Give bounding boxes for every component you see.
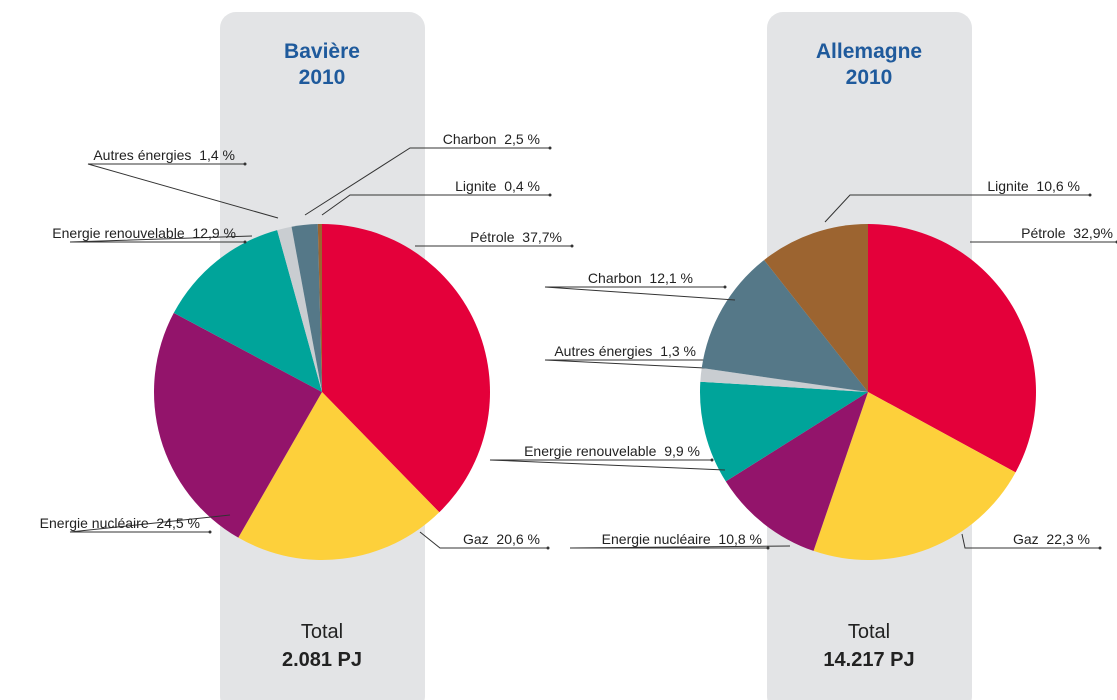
slice-label: Charbon 12,1 % [588, 270, 693, 286]
slice-label: Pétrole 32,9% [1021, 225, 1113, 241]
slice-value: 9,9 % [664, 443, 700, 459]
chart-subtitle: 2010 [846, 66, 893, 89]
slice-name: Autres énergies [93, 147, 191, 163]
leader-line [87, 163, 279, 219]
slice-name: Charbon [588, 270, 642, 286]
leader-line [419, 531, 548, 549]
pie-slice [700, 381, 868, 482]
pie-slice [317, 224, 322, 392]
slice-name: Energie renouvelable [524, 443, 657, 459]
slice-label: Energie renouvelable 9,9 % [524, 443, 700, 459]
slice-name: Energie renouvelable [52, 225, 185, 241]
slice-value: 1,3 % [660, 343, 696, 359]
total-label: Total [301, 621, 343, 643]
slice-label: Autres énergies 1,4 % [93, 147, 235, 163]
slice-value: 12,9 % [192, 225, 236, 241]
pie-slice [238, 392, 440, 560]
leader-line [489, 459, 726, 471]
leader-dot [548, 146, 552, 150]
pie-slice [764, 224, 868, 392]
slice-value: 1,4 % [199, 147, 235, 163]
slice-name: Lignite [987, 178, 1028, 194]
leader-line [824, 194, 1090, 223]
leader-dot [1088, 193, 1092, 197]
leader-line [69, 235, 253, 243]
total-value: 2.081 PJ [282, 649, 362, 671]
slice-name: Pétrole [470, 229, 515, 245]
slice-value: 2,5 % [504, 131, 540, 147]
pie-slice [868, 224, 1036, 473]
slice-label: Lignite 10,6 % [987, 178, 1080, 194]
pie-slice [701, 259, 868, 392]
slice-name: Gaz [463, 531, 489, 547]
leader-dot [208, 530, 212, 534]
slice-label: Autres énergies 1,3 % [554, 343, 696, 359]
slice-value: 32,9% [1073, 225, 1113, 241]
leader-line [304, 147, 550, 216]
pie-slice [700, 368, 868, 392]
pie-slice [813, 392, 1016, 560]
pie-slice [277, 226, 322, 392]
leader-line [544, 286, 736, 301]
slice-value: 20,6 % [496, 531, 540, 547]
leader-line [544, 359, 710, 369]
slice-name: Energie nucléaire [40, 515, 149, 531]
leader-line [961, 533, 1100, 549]
leader-dot [546, 546, 550, 550]
chart-title: Bavière [284, 40, 360, 63]
slice-label: Charbon 2,5 % [443, 131, 540, 147]
leader-dot [243, 240, 247, 244]
slice-label: Pétrole 37,7% [470, 229, 562, 245]
leader-line [569, 545, 791, 549]
slice-value: 10,6 % [1036, 178, 1080, 194]
leader-dot [1098, 546, 1102, 550]
slice-name: Lignite [455, 178, 496, 194]
leader-dot [548, 193, 552, 197]
leader-dot [570, 244, 574, 248]
slice-label: Energie nucléaire 10,8 % [602, 531, 762, 547]
slice-name: Autres énergies [554, 343, 652, 359]
slice-name: Energie nucléaire [602, 531, 711, 547]
slice-label: Gaz 20,6 % [463, 531, 540, 547]
pie-slice [291, 224, 322, 392]
leader-dot [710, 458, 714, 462]
leader-line [321, 194, 550, 216]
slice-value: 22,3 % [1046, 531, 1090, 547]
leader-dot [243, 162, 247, 166]
slice-name: Pétrole [1021, 225, 1066, 241]
leader-dot [766, 546, 770, 550]
slice-label: Energie nucléaire 24,5 % [40, 515, 200, 531]
chart-subtitle: 2010 [299, 66, 346, 89]
slice-label: Gaz 22,3 % [1013, 531, 1090, 547]
pie-slice [725, 392, 868, 551]
chart-title: Allemagne [816, 40, 922, 63]
pie-slice [153, 312, 322, 538]
total-value: 14.217 PJ [823, 649, 914, 671]
slice-label: Lignite 0,4 % [455, 178, 540, 194]
slice-value: 12,1 % [649, 270, 693, 286]
slice-value: 37,7% [522, 229, 562, 245]
slice-value: 24,5 % [156, 515, 200, 531]
leader-line [69, 514, 231, 533]
total-label: Total [848, 621, 890, 643]
pie-slice [173, 230, 322, 392]
slice-name: Charbon [443, 131, 497, 147]
slice-value: 0,4 % [504, 178, 540, 194]
slice-label: Energie renouvelable 12,9 % [52, 225, 236, 241]
pie-slice [322, 224, 490, 513]
leader-dot [723, 285, 727, 289]
slice-name: Gaz [1013, 531, 1039, 547]
slice-value: 10,8 % [718, 531, 762, 547]
